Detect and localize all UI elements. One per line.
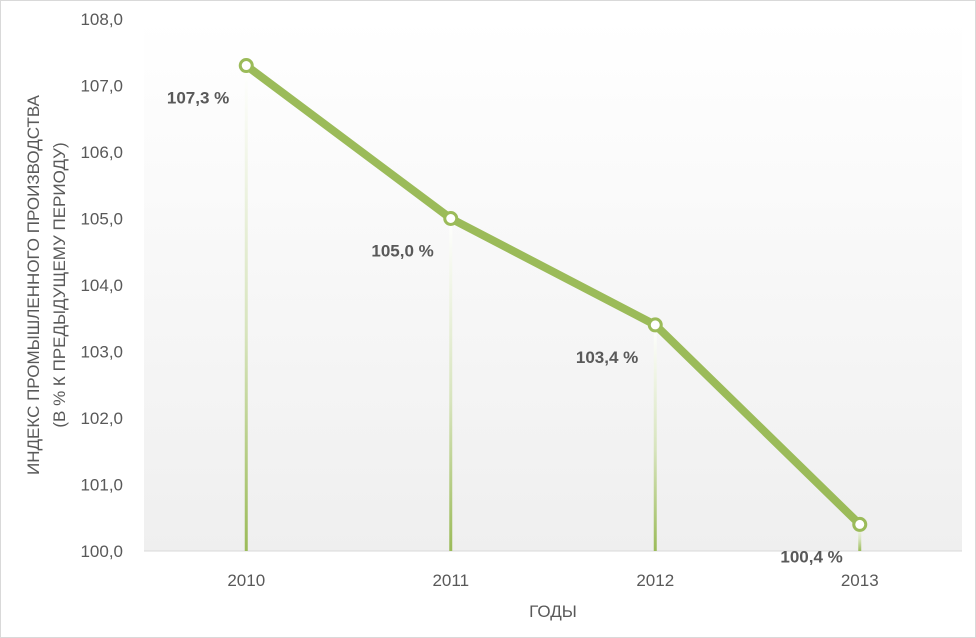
data-label: 100,4 %: [780, 547, 842, 566]
x-axis-tick-labels: 2010 2011 2012 2013: [227, 571, 878, 590]
y-tick-label: 104,0: [80, 276, 123, 295]
data-point: [238, 58, 254, 74]
y-tick-label: 108,0: [80, 10, 123, 29]
data-point: [443, 211, 459, 226]
drop-lines: [244, 65, 862, 552]
series-polyline: [242, 61, 864, 529]
y-tick-label: 105,0: [80, 210, 123, 229]
y-axis-title-line-1: ИНДЕКС ПРОМЫШЛЕННОГО ПРОИЗВОДСТВА: [24, 94, 43, 475]
data-point: [852, 516, 868, 532]
y-axis-title-line-2: (В % К ПРЕДЫДУЩЕМУ ПЕРИОДУ): [50, 142, 69, 427]
series-markers: [238, 58, 868, 532]
data-label: 105,0 %: [371, 242, 433, 261]
data-label: 107,3 %: [167, 89, 229, 108]
drop-line: [653, 324, 657, 551]
data-label: 103,4 %: [576, 348, 638, 367]
data-point: [647, 317, 663, 333]
drop-line: [244, 65, 248, 552]
x-axis-title: ГОДЫ: [529, 602, 577, 621]
y-tick-label: 102,0: [80, 409, 123, 428]
x-tick-label: 2012: [636, 571, 674, 590]
y-axis-title: ИНДЕКС ПРОМЫШЛЕННОГО ПРОИЗВОДСТВА (В % К…: [24, 94, 69, 475]
drop-line: [449, 218, 453, 551]
data-labels: 107,3 % 105,0 % 103,4 % 100,4 %: [167, 89, 843, 567]
y-tick-label: 106,0: [80, 143, 123, 162]
y-tick-label: 100,0: [80, 542, 123, 561]
y-tick-label: 107,0: [80, 77, 123, 96]
x-tick-label: 2010: [227, 571, 265, 590]
y-axis-tick-labels: 100,0 101,0 102,0 103,0 104,0 105,0 106,0 107,0…: [80, 10, 123, 561]
series-line: [242, 61, 864, 529]
x-tick-label: 2013: [841, 571, 879, 590]
drop-line: [858, 524, 862, 551]
y-tick-label: 103,0: [80, 343, 123, 362]
x-tick-label: 2011: [432, 571, 469, 590]
plot-area: [144, 19, 962, 551]
y-tick-label: 101,0: [80, 476, 123, 495]
